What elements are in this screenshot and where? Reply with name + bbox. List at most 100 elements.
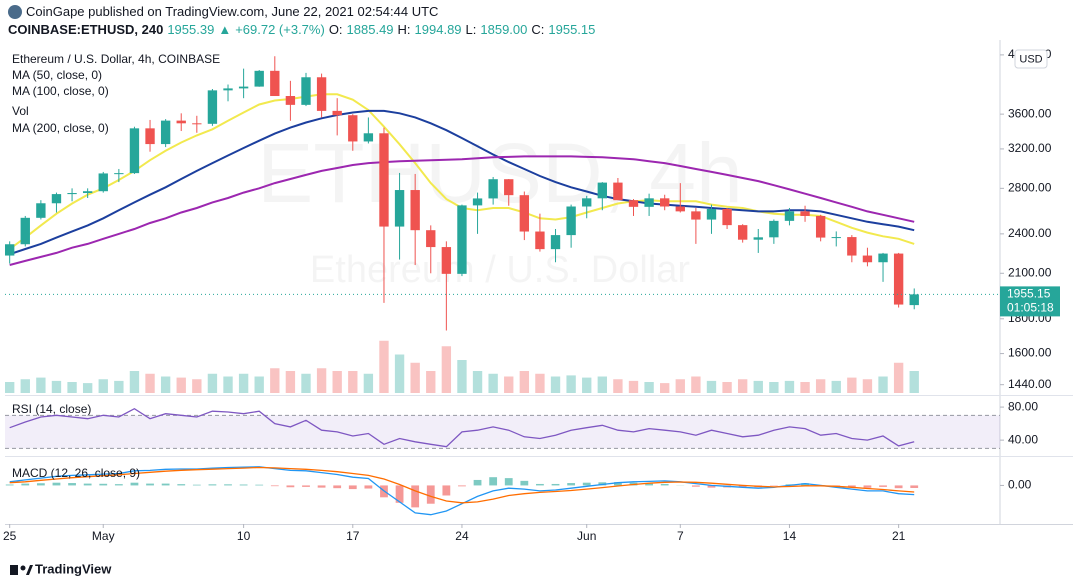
currency-button[interactable] xyxy=(1014,49,1048,69)
histogram-bar xyxy=(114,484,123,486)
indicator-line xyxy=(9,407,915,448)
volume-bar xyxy=(316,368,327,393)
indicator-line xyxy=(9,466,915,504)
volume-bar xyxy=(893,362,904,393)
candle-body xyxy=(51,194,62,204)
candle-body xyxy=(862,255,873,263)
ohlc-value: 1885.49 xyxy=(346,22,394,37)
volume-bar xyxy=(644,382,654,393)
x-tick-label: May xyxy=(92,529,115,543)
candle-body xyxy=(285,96,296,105)
overlay: Ethereum / U.S. Dollar, 4h, COINBASE MA … xyxy=(12,49,1048,480)
volume-bar xyxy=(847,377,857,393)
histogram-bar xyxy=(286,485,295,488)
volume-bar xyxy=(82,383,93,393)
quote-line: COINBASE:ETHUSD, 240 1955.39 ▲ +69.72 (+… xyxy=(8,22,595,37)
publisher: CoinGape published on TradingView.com, J… xyxy=(26,4,439,19)
volume-bar xyxy=(472,371,483,393)
x-tick-label: 21 xyxy=(892,529,906,543)
candle-body xyxy=(36,203,46,218)
legend-title: Ethereum / U.S. Dollar, 4h, COINBASE xyxy=(12,52,220,66)
volume-bar xyxy=(862,379,873,393)
candle-body xyxy=(379,133,389,227)
histogram-bar xyxy=(551,483,560,486)
volume-bar xyxy=(67,382,77,393)
watermark: Ethereum / U.S. Dollar xyxy=(310,249,690,291)
candle-body xyxy=(847,237,857,256)
candle-body xyxy=(332,110,342,116)
ohlc-label: H: xyxy=(397,22,411,37)
volume-bar xyxy=(410,362,420,393)
volume-bar xyxy=(363,373,374,393)
candle-body xyxy=(722,208,732,226)
legend-entry: MA (50, close, 0) xyxy=(12,68,102,82)
candle-body xyxy=(784,211,795,221)
candle-body xyxy=(457,205,467,274)
histogram-bar xyxy=(660,483,669,486)
candle-body xyxy=(706,208,717,220)
histogram-bar xyxy=(614,482,622,486)
volume-bar xyxy=(285,371,296,393)
candle-body xyxy=(145,128,155,145)
histogram-bar xyxy=(395,485,404,503)
histogram-bar xyxy=(411,485,420,508)
candle-body xyxy=(815,215,826,238)
volume-bar xyxy=(129,371,140,393)
x-tick-label: 10 xyxy=(237,529,251,543)
candle-body xyxy=(192,123,202,125)
currency-label[interactable]: USD xyxy=(1019,53,1042,65)
volume-bar xyxy=(535,373,545,393)
histogram-bar xyxy=(536,483,544,486)
volume-bar xyxy=(51,380,62,393)
countdown: 01:05:18 xyxy=(1007,301,1054,315)
y-tick-label: 0.00 xyxy=(1008,478,1032,492)
histogram-bar xyxy=(208,484,217,486)
candle-body xyxy=(831,237,841,239)
volume-bar xyxy=(457,360,467,393)
x-tick-label: 17 xyxy=(346,529,360,543)
volume-bar xyxy=(628,380,639,393)
histogram-bar xyxy=(302,485,310,487)
volume-bar xyxy=(566,375,576,393)
histogram-bar xyxy=(317,485,326,488)
histogram-bar xyxy=(239,484,248,486)
volume-bar xyxy=(98,379,108,393)
marks: 4400.003600.003200.002800.002400.002100.… xyxy=(3,47,1060,543)
histogram-bar xyxy=(504,478,513,486)
brand-logo xyxy=(10,565,33,575)
candle-body xyxy=(67,193,77,195)
ohlc-value: 1859.00 xyxy=(480,22,528,37)
legend-entry: Vol xyxy=(12,104,29,118)
change: +69.72 (+3.7%) xyxy=(235,22,325,37)
legend-entry: MA (100, close, 0) xyxy=(12,84,109,98)
volume-bar xyxy=(784,380,795,393)
volume-bar xyxy=(379,340,389,393)
histogram-bar xyxy=(255,484,264,486)
volume-bar xyxy=(160,376,171,393)
volume-bar xyxy=(207,373,218,393)
candle-body xyxy=(691,211,701,220)
histogram-bar xyxy=(146,483,154,486)
candle-body xyxy=(426,230,436,248)
candle-body xyxy=(566,206,576,236)
candle-body xyxy=(893,253,904,305)
histogram-bar xyxy=(707,485,716,488)
histogram-bar xyxy=(83,483,92,486)
y-tick-label: 2100.00 xyxy=(1008,265,1052,279)
last: 1955.39 xyxy=(167,22,215,37)
watermark: ETHUSD, 4h xyxy=(257,126,742,220)
indicator-line xyxy=(9,466,915,516)
candle-body xyxy=(301,77,311,105)
histogram-bar xyxy=(224,484,232,486)
volume-bar xyxy=(348,371,358,393)
histogram-bar xyxy=(894,485,903,489)
rsi-title: RSI (14, close) xyxy=(12,402,91,416)
volume-bar xyxy=(582,377,592,393)
avatar xyxy=(8,4,22,19)
volume-bar xyxy=(800,382,810,393)
y-tick-label: 1440.00 xyxy=(1008,377,1052,391)
y-tick-label: 3200.00 xyxy=(1008,141,1052,155)
histogram-bar xyxy=(645,483,653,486)
volume-bar xyxy=(815,379,826,393)
